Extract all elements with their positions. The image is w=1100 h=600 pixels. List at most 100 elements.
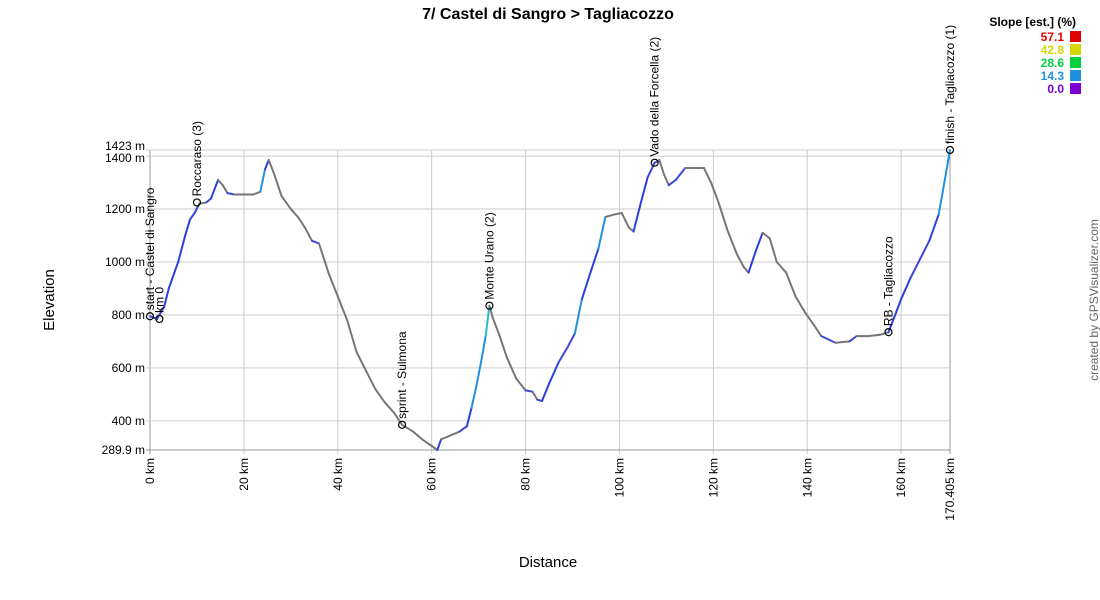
profile-segment xyxy=(937,181,946,216)
profile-segment xyxy=(188,212,196,221)
profile-segment xyxy=(303,226,313,242)
profile-segment xyxy=(943,149,951,184)
profile-segment xyxy=(259,168,267,193)
waypoint-label: sprint - Sulmona xyxy=(395,331,409,419)
profile-segment xyxy=(613,212,623,216)
profile-segment xyxy=(401,423,414,433)
profile-segment xyxy=(184,218,191,237)
profile-segment xyxy=(440,434,452,441)
profile-segment xyxy=(803,311,816,327)
profile-segment xyxy=(834,340,851,344)
profile-segment xyxy=(498,335,508,359)
profile-segment xyxy=(327,271,339,298)
legend-swatch xyxy=(1070,83,1081,94)
legend-swatch xyxy=(1070,44,1081,55)
profile-segment xyxy=(735,253,745,269)
profile-segment xyxy=(479,335,487,364)
credit-text: created by GPSVisualizer.com xyxy=(1087,219,1100,381)
profile-segment xyxy=(167,260,180,290)
profile-segment xyxy=(318,242,330,274)
waypoint-marker xyxy=(192,198,202,207)
legend-value: 28.6 xyxy=(1041,56,1065,70)
profile-segment xyxy=(658,159,666,176)
profile-segment xyxy=(436,438,443,451)
y-tick-label: 1200 m xyxy=(105,202,145,216)
y-tick-label: 800 m xyxy=(112,308,145,322)
profile-segment xyxy=(505,356,518,380)
y-tick-label: 600 m xyxy=(112,361,145,375)
profile-segment xyxy=(252,190,262,196)
profile-segment xyxy=(458,425,468,433)
x-tick-label: 100 km xyxy=(612,458,626,497)
profile-segment xyxy=(393,411,404,426)
profile-segment xyxy=(465,406,473,428)
x-tick-label: 20 km xyxy=(237,458,251,491)
y-tick-label: 1400 m xyxy=(105,151,145,165)
profile-segment xyxy=(754,231,764,253)
profile-segment xyxy=(221,184,229,195)
profile-segment xyxy=(470,385,478,409)
waypoint-marker xyxy=(650,158,659,167)
profile-segment xyxy=(557,345,569,364)
profile-segment xyxy=(785,271,797,298)
y-tick-label: 1000 m xyxy=(105,255,145,269)
profile-segment xyxy=(163,287,170,309)
profile-segment xyxy=(475,361,482,388)
waypoint-label: finish - Tagliacozzo (1) xyxy=(943,25,957,144)
profile-segment xyxy=(710,181,720,203)
x-tick-label: 170.405 km xyxy=(943,458,957,521)
profile-segment xyxy=(210,178,220,200)
profile-segment xyxy=(205,197,213,204)
y-axis-ticks: 289.9 m 400 m 600 m 800 m 1000 m 1200 m 1400 m… xyxy=(102,139,145,457)
profile-segment xyxy=(893,298,903,319)
profile-segment xyxy=(515,377,527,392)
profile-segment xyxy=(620,212,630,229)
profile-segment xyxy=(775,260,788,274)
waypoint-label: start - Castel di Sangro xyxy=(143,187,157,310)
waypoint-label: Monte Urano (2) xyxy=(482,212,496,299)
waypoint-label: km 0 xyxy=(152,287,166,313)
profile-segment xyxy=(264,159,270,171)
profile-segment xyxy=(867,333,882,338)
profile-segment xyxy=(794,295,806,314)
profile-segment xyxy=(430,445,439,451)
waypoint-label: Vado della Forcella (2) xyxy=(648,37,662,157)
waypoint-label: RB - Tagliacozzo xyxy=(881,236,895,326)
profile-segment xyxy=(813,324,823,338)
profile-segment xyxy=(541,382,551,402)
slope-legend: Slope [est.] (%) 57.142.828.614.30.0 xyxy=(989,15,1081,96)
profile-segment xyxy=(524,389,534,393)
profile-segment xyxy=(900,276,912,301)
profile-segment xyxy=(411,430,424,441)
legend-title: Slope [est.] (%) xyxy=(989,15,1076,29)
x-tick-label: 40 km xyxy=(331,458,345,491)
profile-segment xyxy=(449,430,461,437)
profile-segment xyxy=(590,247,600,271)
y-axis-title: Elevation xyxy=(41,269,58,331)
profile-segment xyxy=(597,215,607,250)
profile-segment xyxy=(747,250,757,274)
profile-segment xyxy=(768,237,778,263)
profile-segment xyxy=(674,167,687,181)
profile-segment xyxy=(632,202,642,233)
legend-value: 42.8 xyxy=(1041,43,1065,57)
y-tick-label: 400 m xyxy=(112,414,145,428)
profile-segment xyxy=(336,295,349,322)
legend-swatch xyxy=(1070,31,1081,42)
profile-segment xyxy=(639,176,649,205)
profile-segment xyxy=(909,258,921,279)
profile-segment xyxy=(887,316,896,334)
profile-segment xyxy=(374,388,386,404)
profile-segment xyxy=(717,200,729,232)
profile-segment xyxy=(726,229,738,256)
profile-segment xyxy=(646,161,656,179)
x-tick-label: 80 km xyxy=(519,458,533,491)
profile-segment xyxy=(742,266,750,274)
profile-segment xyxy=(702,167,713,184)
waypoint-marker xyxy=(145,312,155,321)
x-tick-label: 160 km xyxy=(894,458,908,497)
x-tick-label: 0 km xyxy=(143,458,157,484)
profile-segment xyxy=(667,178,677,187)
legend-swatch xyxy=(1070,57,1081,68)
